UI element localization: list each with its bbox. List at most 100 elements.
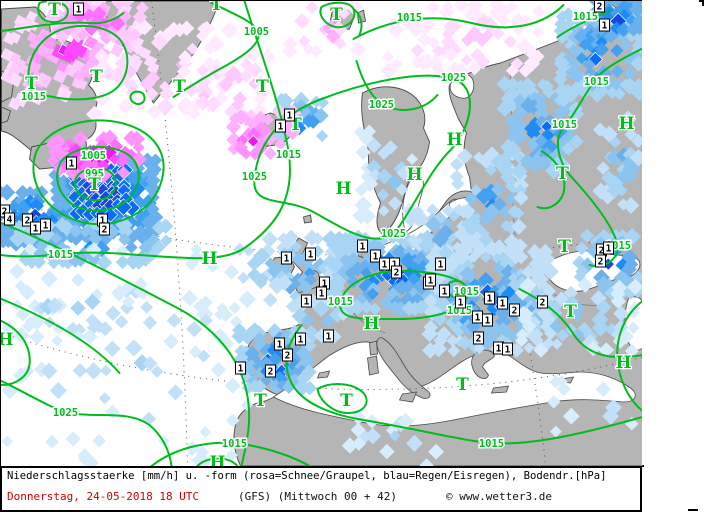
value-label: 1 — [500, 299, 506, 310]
value-label: 1 — [428, 276, 434, 287]
model-info: (GFS) (Mittwoch 00 + 42) — [238, 490, 397, 503]
high-center: H — [446, 130, 462, 150]
low-center: T — [173, 77, 186, 97]
isobar-label: 1025 — [369, 99, 394, 111]
value-label: 2 — [2, 207, 8, 218]
high-center: H — [615, 353, 631, 373]
value-label: 1 — [284, 254, 290, 265]
value-label: 1 — [319, 289, 325, 300]
rain-cells — [547, 375, 639, 438]
value-box — [316, 286, 327, 300]
low-center: T — [564, 302, 577, 322]
value-label: 2 — [540, 298, 546, 309]
value-box — [599, 18, 610, 32]
value-label: 1 — [277, 340, 283, 351]
value-box — [594, 1, 605, 13]
isobar-label: 1005 — [244, 26, 269, 38]
value-label: 1 — [69, 159, 75, 170]
value-box — [99, 222, 110, 236]
value-box — [235, 361, 246, 375]
value-box — [484, 291, 495, 305]
value-box — [40, 218, 51, 232]
value-label: 1 — [487, 294, 493, 305]
value-label: 2 — [25, 216, 31, 227]
value-label: 1 — [238, 364, 244, 375]
value-box — [595, 254, 606, 268]
pressure-centers-layer: TTTTTTTTTTTTTTTHHHHHHHHH — [1, 0, 636, 466]
isobar-label: 1015 — [328, 296, 353, 308]
high-center: H — [406, 165, 422, 185]
value-box — [391, 265, 402, 279]
value-label: 2 — [597, 2, 603, 13]
isobar-label: 1025 — [381, 228, 406, 240]
value-box — [73, 2, 84, 16]
value-label: 1 — [496, 344, 502, 355]
value-box — [509, 303, 520, 317]
low-center: T — [456, 375, 469, 395]
caption-meta: Donnerstag, 24-05-2018 18 UTC (GFS) (Mit… — [2, 490, 640, 510]
low-center: T — [48, 0, 61, 20]
precip-value-markers-layer: 1112242111121111111111211111112112112212… — [1, 1, 614, 378]
value-label: 1 — [322, 279, 328, 290]
value-box — [265, 364, 276, 378]
isobar-label: 1025 — [441, 72, 466, 84]
value-label: 2 — [598, 257, 604, 268]
isobar-label: 1025 — [53, 407, 78, 419]
isobar-label: 1015 — [479, 438, 504, 450]
value-box — [281, 251, 292, 265]
value-label: 2 — [512, 306, 518, 317]
value-box — [323, 329, 334, 343]
value-label: 1 — [382, 260, 388, 271]
high-center: H — [335, 179, 351, 199]
value-label: 1 — [360, 242, 366, 253]
isobar-label: 1015 — [276, 149, 301, 161]
value-label: 1 — [287, 111, 293, 122]
low-center: T — [254, 391, 267, 411]
isobar-label: 1015 — [397, 12, 422, 24]
value-box — [435, 257, 446, 271]
low-center: T — [330, 5, 343, 25]
value-label: 1 — [308, 250, 314, 261]
value-label: 2 — [268, 367, 274, 378]
legend-panel: 321.510.80.60.40.20.10.040.02 43210.80.6… — [642, 0, 704, 465]
isobar-label: 1015 — [21, 91, 46, 103]
isobar-label: 1015 — [552, 119, 577, 131]
caption-box: Niederschlagsstaerke [mm/h] u. -form (ro… — [0, 466, 642, 512]
value-box — [284, 108, 295, 122]
low-center: T — [556, 164, 569, 184]
value-label: 2 — [476, 334, 482, 345]
value-label: 1 — [606, 244, 612, 255]
high-center: H — [363, 314, 379, 334]
low-center: T — [340, 391, 353, 411]
value-label: 1 — [438, 260, 444, 271]
value-label: 1 — [392, 260, 398, 271]
value-label: 1 — [326, 332, 332, 343]
value-label: 2 — [285, 351, 291, 362]
value-box — [66, 156, 77, 170]
value-box — [439, 284, 450, 298]
value-box — [295, 332, 306, 346]
value-label: 1 — [278, 122, 284, 133]
isobar-label: 1015 — [48, 249, 73, 261]
value-box — [305, 247, 316, 261]
isobar-label: 1005 — [81, 150, 106, 162]
low-center: T — [256, 77, 269, 97]
value-label: 1 — [475, 313, 481, 324]
value-label: 1 — [505, 345, 511, 356]
value-box — [502, 342, 513, 356]
value-box — [4, 212, 15, 226]
frame-tick-bottom-right — [688, 509, 698, 511]
value-label: 1 — [373, 252, 379, 263]
value-box — [275, 119, 286, 133]
value-label: 1 — [76, 5, 82, 16]
value-box — [370, 249, 381, 263]
value-box — [274, 337, 285, 351]
value-label: 1 — [100, 216, 106, 227]
value-box — [425, 273, 436, 287]
value-label: 1 — [43, 221, 49, 232]
value-box — [482, 313, 493, 327]
copyright: © www.wetter3.de — [446, 490, 552, 503]
isobar-label: 995 — [85, 168, 104, 180]
